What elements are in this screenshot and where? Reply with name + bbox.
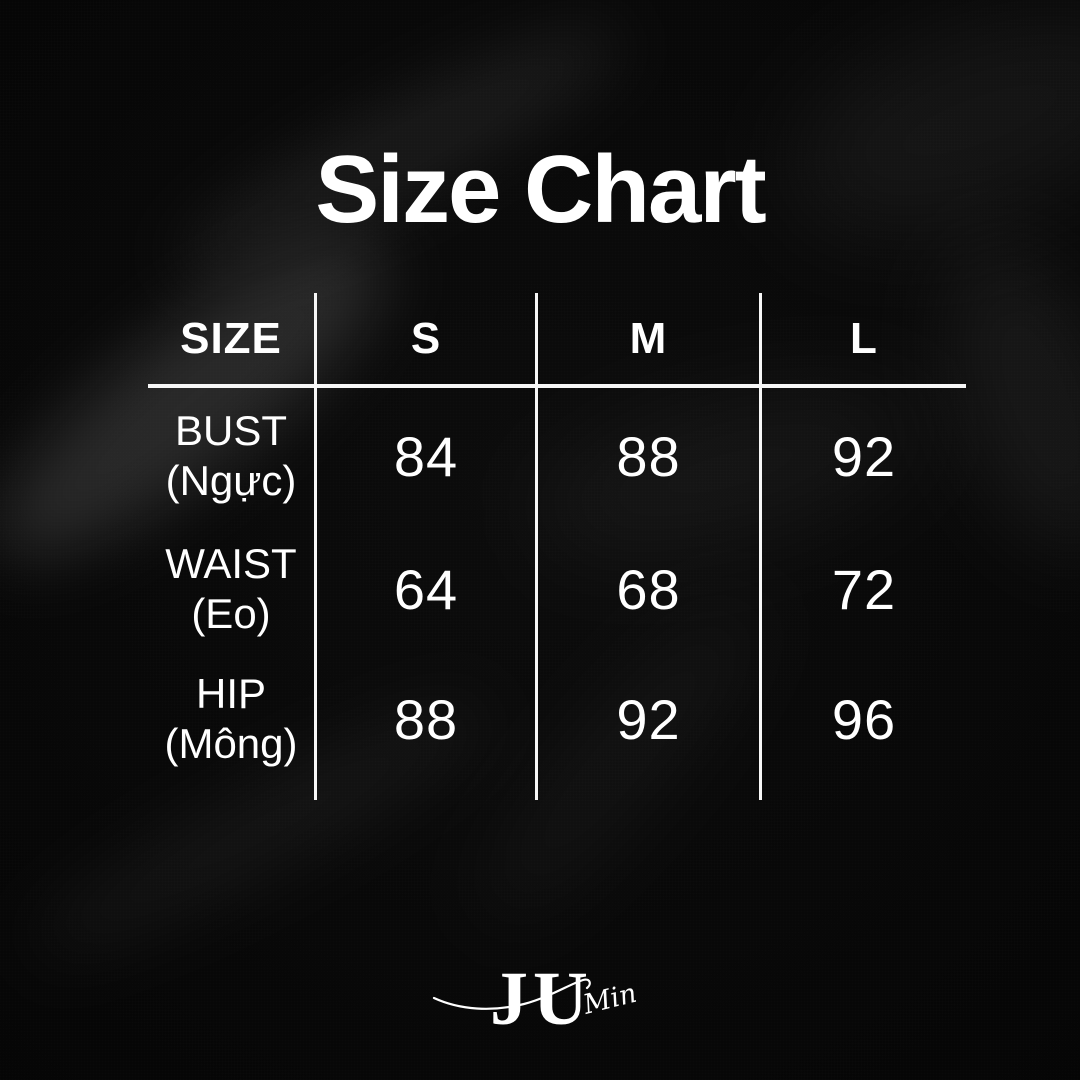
waist-value-l: 72 xyxy=(831,557,897,621)
row-label-sub: (Eo) xyxy=(191,590,271,637)
hip-value-s: 88 xyxy=(317,654,538,800)
hip-value-l: 96 xyxy=(831,687,897,751)
logo-swash-stroke xyxy=(432,978,591,1010)
waist-value-s: 64 xyxy=(317,524,538,654)
row-label-bust: BUST (Ngực) xyxy=(148,388,317,524)
row-label-main: WAIST xyxy=(165,540,297,588)
waist-value-m: 68 xyxy=(538,524,762,654)
row-label-sub: (Mông) xyxy=(164,720,298,767)
column-header-size: SIZE xyxy=(148,293,317,388)
column-header-m: M xyxy=(538,293,762,388)
row-label-main: BUST xyxy=(174,407,287,455)
brand-logo: JU Min xyxy=(420,940,660,1060)
column-header-l: L xyxy=(762,293,966,388)
row-label-hip: HIP (Mông) xyxy=(148,654,317,800)
row-label-main: HIP xyxy=(195,670,266,718)
bust-value-s: 84 xyxy=(317,388,538,524)
row-label-waist: WAIST (Eo) xyxy=(148,524,317,654)
column-header-s: S xyxy=(317,293,538,388)
size-table: SIZE S M L BUST (Ngực) 84 88 92 WAIST (E… xyxy=(148,293,966,800)
row-label-sub: (Ngực) xyxy=(165,457,297,504)
page-title: Size Chart xyxy=(315,136,766,243)
bust-value-l: 92 xyxy=(831,424,897,488)
hip-value-m: 92 xyxy=(538,654,762,800)
bust-value-m: 88 xyxy=(538,388,762,524)
